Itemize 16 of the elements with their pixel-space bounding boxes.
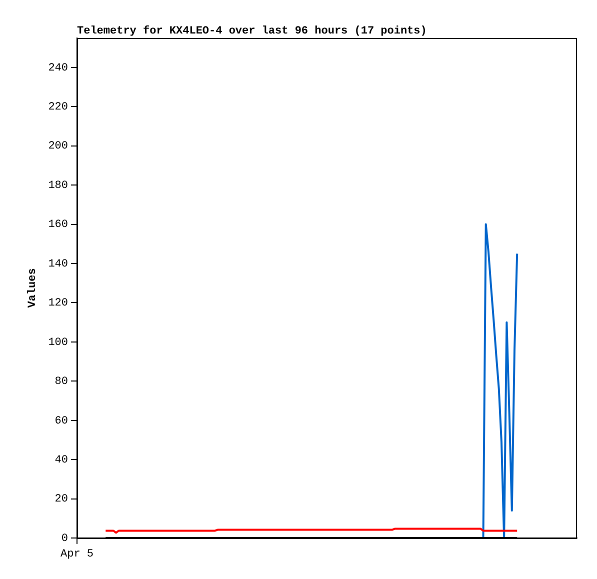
y-tick-label: 240 <box>48 62 68 74</box>
y-tick-label: 80 <box>54 376 68 388</box>
y-tick-label: 100 <box>48 336 68 349</box>
y-tick-label: 140 <box>48 258 68 270</box>
y-tick-label: 180 <box>48 180 68 192</box>
y-tick-label: 200 <box>48 140 68 153</box>
y-tick-label: 20 <box>54 494 68 506</box>
chart-title: Telemetry for KX4LEO-4 over last 96 hours (17 points) <box>77 24 427 38</box>
y-tick-label: 120 <box>48 298 68 310</box>
y-tick-label: 220 <box>48 102 68 114</box>
y-axis-title: Values <box>26 268 39 308</box>
y-tick-label: 160 <box>48 219 68 232</box>
y-tick-label: 0 <box>61 532 68 545</box>
y-tick-label: 40 <box>54 454 68 466</box>
y-tick-label: 60 <box>54 415 68 428</box>
x-tick-label: Apr 5 <box>60 548 94 561</box>
